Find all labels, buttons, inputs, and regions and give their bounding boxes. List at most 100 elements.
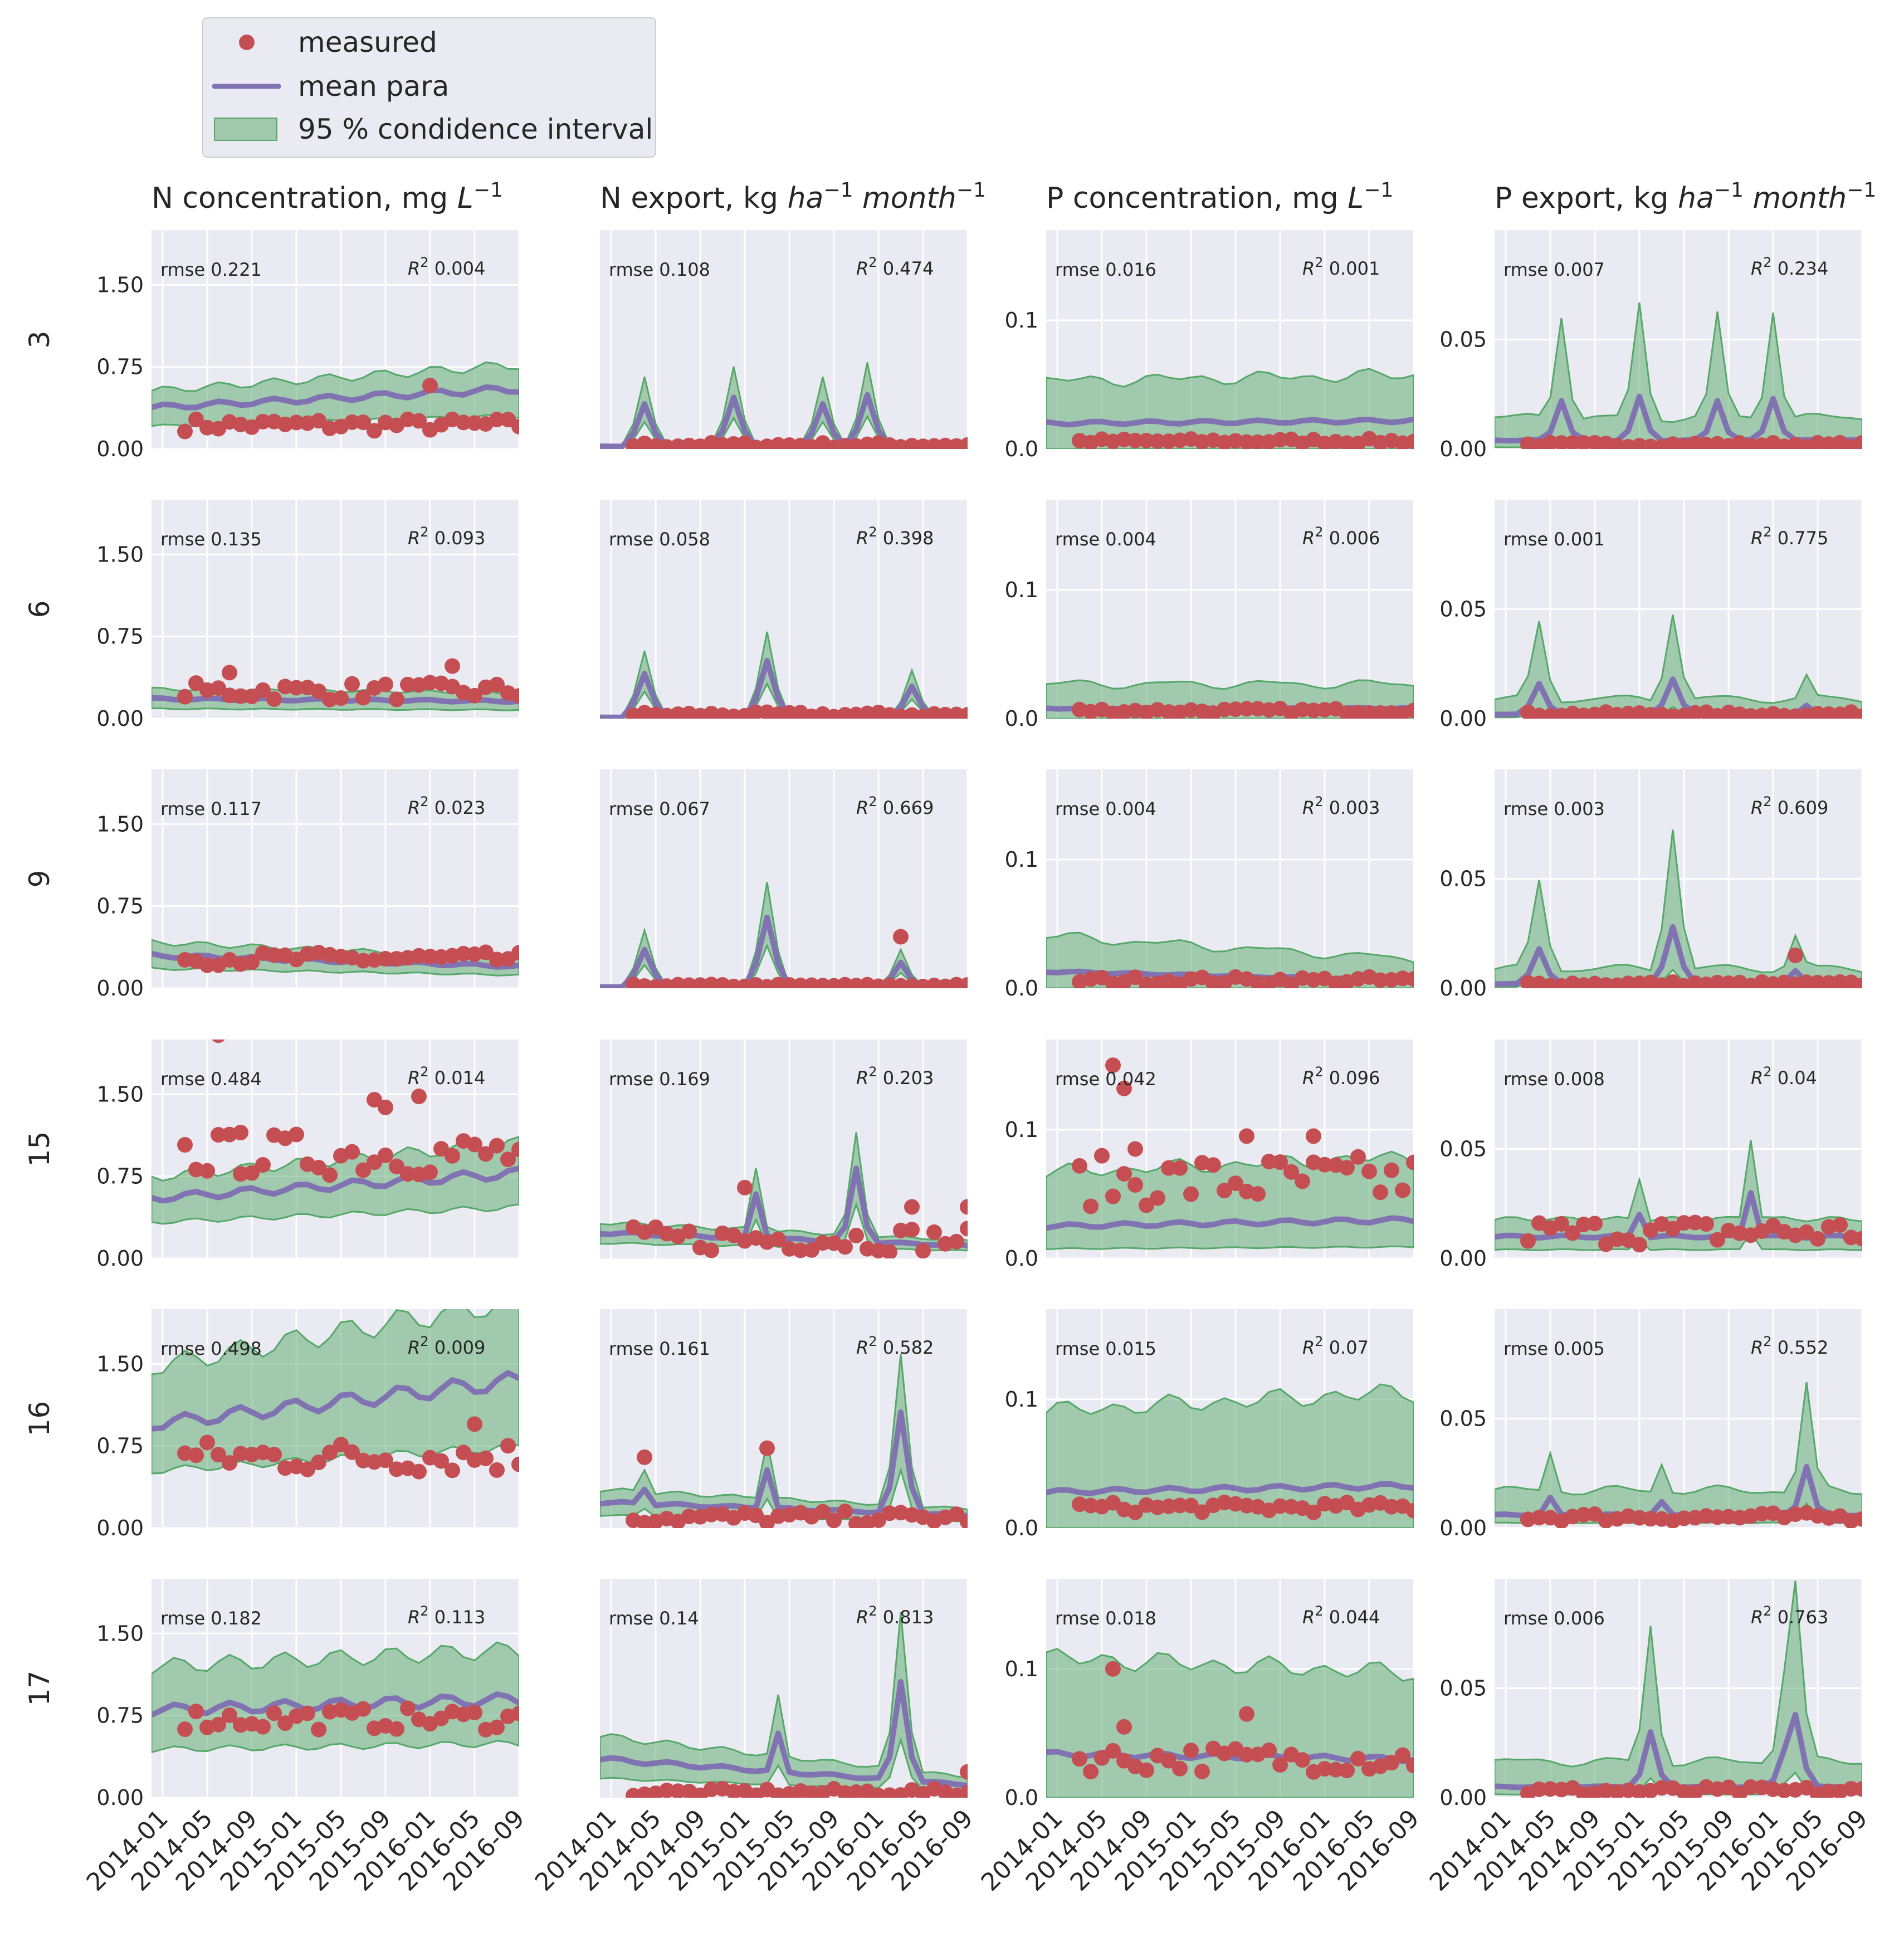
r2-label: R2 0.093 <box>408 524 485 549</box>
y-tick-label: 0.0 <box>1005 1246 1038 1271</box>
measured-point <box>1150 1190 1165 1206</box>
measured-point <box>1676 1215 1692 1231</box>
measured-point <box>904 1222 920 1238</box>
panel-r0-c3: 0.00 0.05 rmse 0.007 R2 0.234 <box>1439 230 1863 461</box>
measured-point <box>1194 1763 1210 1779</box>
measured-point <box>1116 1166 1132 1182</box>
measured-point <box>311 683 326 699</box>
measured-point <box>1328 975 1344 988</box>
measured-point <box>1139 1762 1154 1778</box>
measured-point <box>1373 1184 1388 1201</box>
r2-label: R2 0.234 <box>1751 255 1828 279</box>
mean-line <box>600 1678 968 1789</box>
measured-point <box>704 1506 719 1523</box>
measured-point <box>211 680 226 696</box>
measured-point <box>1272 1154 1288 1170</box>
r2-label: R2 0.203 <box>856 1064 934 1089</box>
y-tick-label: 0.0 <box>1005 976 1038 1001</box>
mean-line <box>600 1409 968 1519</box>
measured-point <box>1250 434 1266 449</box>
measured-point <box>1139 432 1154 448</box>
measured-point <box>244 1165 260 1181</box>
measured-point <box>177 689 193 705</box>
y-tick-label: 0.00 <box>1439 437 1487 461</box>
measured-point <box>1116 1719 1132 1735</box>
measured-point <box>177 1137 193 1153</box>
measured-point <box>1239 1706 1254 1722</box>
rmse-label: rmse 0.016 <box>1055 259 1156 280</box>
measured-point <box>289 1126 304 1143</box>
rmse-label: rmse 0.117 <box>160 798 262 819</box>
measured-point <box>1328 1761 1344 1778</box>
measured-point <box>311 1721 326 1738</box>
measured-point <box>1317 1157 1332 1173</box>
measured-point <box>860 436 875 449</box>
measured-point <box>367 423 382 439</box>
measured-point <box>949 1233 964 1250</box>
measured-point <box>511 688 519 704</box>
measured-point <box>681 1509 697 1525</box>
measured-point <box>433 1141 449 1157</box>
measured-point <box>949 1506 964 1523</box>
measured-point <box>960 1221 968 1237</box>
measured-point <box>1150 433 1165 449</box>
panel-data <box>600 882 968 988</box>
measured-point <box>255 413 271 430</box>
mean-line <box>152 1165 519 1204</box>
measured-point <box>422 1164 438 1180</box>
panel-r2-c2: 0.0 0.1 rmse 0.004 R2 0.003 <box>1005 769 1415 1001</box>
measured-point <box>1576 1216 1591 1232</box>
r2-label: R2 0.023 <box>408 794 485 818</box>
measured-point <box>400 676 416 692</box>
measured-point <box>489 412 505 428</box>
measured-point <box>456 1445 471 1461</box>
panel-background <box>600 769 968 988</box>
y-tick-label: 0.00 <box>1439 1785 1487 1810</box>
measured-point <box>511 418 519 435</box>
measured-point <box>467 1705 482 1721</box>
measured-point <box>445 1462 460 1478</box>
rmse-label: rmse 0.135 <box>160 529 262 550</box>
mean-line <box>1046 1215 1414 1231</box>
measured-point <box>1687 705 1703 719</box>
measured-point <box>222 665 237 681</box>
rmse-label: rmse 0.498 <box>160 1338 262 1359</box>
measured-point <box>500 1151 516 1168</box>
y-tick-label: 0.75 <box>96 1704 144 1728</box>
measured-point <box>1520 1233 1536 1249</box>
measured-point <box>211 1447 226 1463</box>
measured-point <box>1239 701 1254 717</box>
measured-point <box>860 705 875 719</box>
panel-r4-c1: rmse 0.161 R2 0.582 <box>600 1309 969 1528</box>
mean-line <box>1046 416 1414 428</box>
measured-point <box>1306 702 1321 719</box>
panel-data <box>600 1612 968 1798</box>
measured-point <box>1239 434 1254 449</box>
measured-point <box>367 1154 382 1170</box>
rmse-label: rmse 0.058 <box>609 529 710 550</box>
y-tick-label: 0.05 <box>1439 1407 1487 1431</box>
measured-point <box>489 951 505 968</box>
r2-label: R2 0.001 <box>1302 255 1380 279</box>
measured-point <box>422 378 438 394</box>
measured-point <box>893 1222 909 1238</box>
measured-point <box>1776 1783 1792 1798</box>
measured-point <box>266 691 282 707</box>
legend-item-line: mean para <box>212 70 449 103</box>
panel-background <box>600 500 968 719</box>
measured-point <box>456 414 471 431</box>
measured-point <box>837 1239 853 1255</box>
measured-point <box>211 421 226 437</box>
panel-data <box>600 631 968 719</box>
measured-point <box>826 1512 842 1528</box>
measured-point <box>681 1223 697 1240</box>
y-tick-label: 1.50 <box>96 1082 144 1106</box>
measured-point <box>478 1450 494 1466</box>
measured-point <box>1854 977 1862 988</box>
r2-label: R2 0.775 <box>1751 524 1828 549</box>
measured-point <box>188 1447 204 1463</box>
measured-point <box>188 411 204 427</box>
measured-point <box>1072 1158 1087 1174</box>
measured-point <box>1821 436 1837 449</box>
